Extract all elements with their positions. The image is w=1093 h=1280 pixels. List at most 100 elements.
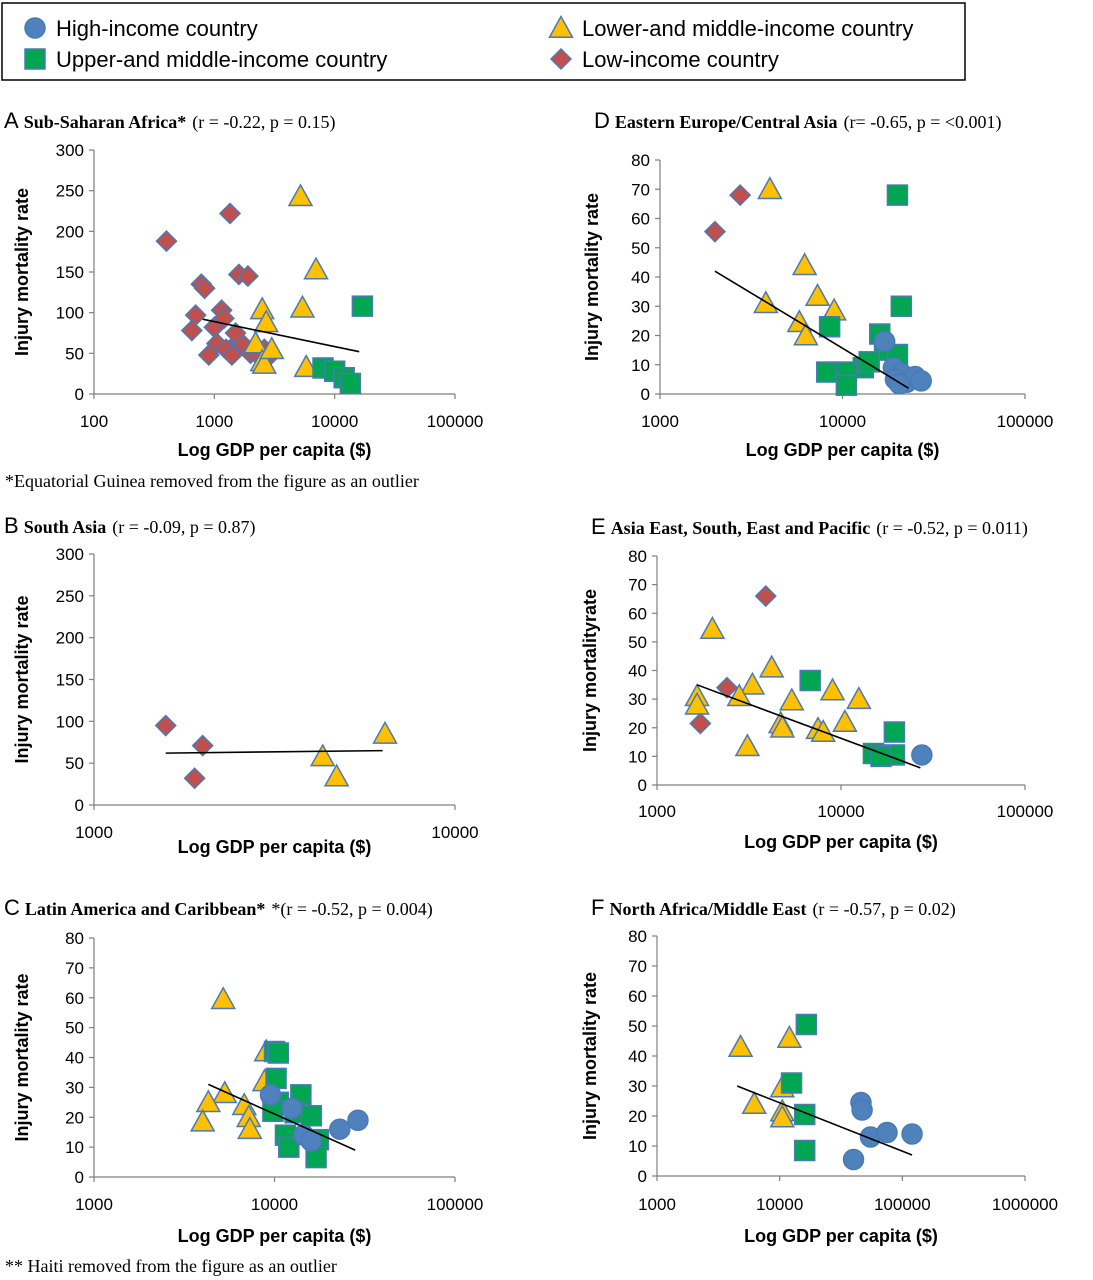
panel-region: South Asia — [24, 517, 107, 537]
y-tick-label: 80 — [628, 547, 647, 566]
data-point-umi — [351, 295, 374, 317]
x-axis-label: Log GDP per capita ($) — [744, 1226, 938, 1246]
y-tick-label: 60 — [628, 987, 647, 1006]
data-point-high — [851, 1099, 873, 1121]
legend-label: Low-income country — [582, 47, 779, 72]
x-axis-label: Log GDP per capita ($) — [746, 440, 940, 460]
y-tick-label: 80 — [631, 151, 650, 170]
data-point-lmi — [727, 1033, 754, 1057]
data-point-low — [754, 585, 777, 608]
data-point-low — [191, 734, 214, 757]
data-point-lmi — [251, 350, 278, 374]
legend-box — [1, 2, 966, 81]
data-point-high — [911, 744, 933, 766]
panel-stats: (r= -0.65, p = <0.001) — [844, 112, 1002, 133]
data-point-lmi — [258, 336, 285, 360]
y-tick-label: 70 — [628, 576, 647, 595]
data-point-umi — [886, 184, 909, 206]
legend-marker-square — [24, 48, 46, 70]
chart-panel-c: C Latin America and Caribbean* *(r = -0.52… — [4, 895, 483, 1276]
data-point-lmi — [242, 330, 269, 354]
x-tick-label: 100 — [80, 412, 108, 431]
y-tick-label: 40 — [628, 662, 647, 681]
panel-letter: B — [4, 513, 19, 538]
data-point-umi — [780, 1072, 803, 1094]
x-axis-label: Log GDP per capita ($) — [178, 837, 372, 857]
panel-region: Latin America and Caribbean* — [25, 899, 266, 919]
data-point-low — [180, 319, 203, 342]
panel-region: Sub-Saharan Africa* — [24, 112, 187, 132]
data-point-umi — [278, 1136, 300, 1158]
panel-letter: C — [4, 895, 20, 920]
trend-line — [736, 1085, 913, 1156]
y-tick-label: 300 — [56, 141, 84, 160]
y-tick-label: 80 — [65, 929, 84, 948]
y-axis-label: Injury mortality rate — [12, 188, 32, 356]
data-point-umi — [890, 295, 913, 317]
data-point-lmi — [249, 296, 275, 320]
y-tick-label: 10 — [631, 356, 650, 375]
data-point-umi — [818, 315, 841, 338]
legend-label: Lower-and middle-income country — [582, 16, 913, 41]
data-point-low — [193, 277, 216, 300]
data-point-umi — [799, 669, 821, 692]
data-point-lmi — [293, 354, 319, 378]
y-tick-label: 250 — [56, 182, 84, 201]
y-tick-label: 0 — [638, 776, 647, 795]
x-tick-label: 10000 — [819, 412, 866, 431]
y-tick-label: 40 — [65, 1049, 84, 1068]
data-point-lmi — [758, 654, 785, 678]
panel-stats: (r = -0.57, p = 0.02) — [812, 899, 955, 920]
data-point-umi — [795, 1013, 818, 1036]
data-point-lmi — [769, 1104, 796, 1128]
data-point-umi — [883, 721, 906, 743]
panel-region: North Africa/Middle East — [609, 899, 806, 919]
y-tick-label: 100 — [56, 304, 84, 323]
x-axis-label: Log GDP per capita ($) — [744, 832, 938, 852]
data-point-high — [910, 370, 932, 392]
data-point-umi — [793, 1139, 816, 1162]
data-point-lmi — [699, 615, 726, 639]
data-point-low — [218, 202, 242, 225]
chart-panel-b: B South Asia (r = -0.09, p = 0.87) 0 50 100 15… — [4, 513, 479, 857]
y-tick-label: 0 — [638, 1167, 647, 1186]
data-point-lmi — [289, 294, 316, 318]
data-point-lmi — [741, 1090, 767, 1114]
trend-line — [714, 270, 909, 389]
panel-letter: E — [591, 514, 606, 539]
legend-marker-diamond — [549, 47, 573, 71]
panel-letter: D — [594, 108, 610, 133]
panel-region: Asia East, South, East and Pacific — [611, 518, 871, 538]
x-tick-label: 1000 — [75, 1195, 113, 1214]
x-axis-label: Log GDP per capita ($) — [178, 1226, 372, 1246]
data-point-lmi — [776, 1024, 803, 1048]
y-tick-label: 70 — [631, 180, 650, 199]
panel-region: Eastern Europe/Central Asia — [615, 112, 838, 132]
y-tick-label: 50 — [65, 754, 84, 773]
axes — [93, 554, 455, 806]
data-point-lmi — [372, 720, 398, 744]
y-tick-label: 20 — [631, 327, 650, 346]
y-axis-label: Injury mortality rate — [12, 595, 32, 763]
panel-stats: *(r = -0.52, p = 0.004) — [271, 899, 432, 920]
data-point-umi — [267, 1042, 290, 1064]
data-point-lmi — [739, 671, 766, 695]
panel-title: D Eastern Europe/Central Asia (r= -0.65, p… — [594, 108, 1002, 133]
y-tick-label: 200 — [56, 222, 84, 241]
y-tick-label: 10 — [628, 1137, 647, 1156]
data-point-high — [281, 1097, 303, 1120]
x-tick-label: 10000 — [756, 1195, 803, 1214]
trend-line — [208, 1083, 356, 1151]
data-point-low — [183, 767, 206, 790]
data-point-lmi — [832, 708, 858, 732]
x-tick-label: 10000 — [311, 412, 358, 431]
data-point-low — [729, 184, 752, 207]
data-point-low — [689, 712, 712, 735]
data-point-low — [715, 676, 739, 699]
data-point-high — [842, 1148, 865, 1171]
y-tick-label: 10 — [628, 747, 647, 766]
x-tick-label: 1000000 — [992, 1195, 1058, 1214]
legend-label: High-income country — [56, 16, 258, 41]
data-point-lmi — [195, 1089, 222, 1113]
